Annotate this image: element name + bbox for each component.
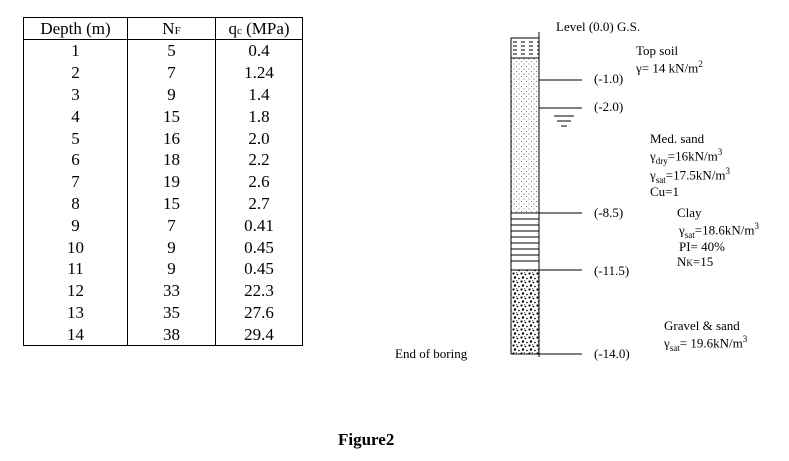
top-soil-name: Top soil — [636, 43, 679, 58]
ground-surface-label: Level (0.0) G.S. — [556, 19, 641, 34]
depth-mark-3: (-8.5) — [594, 205, 624, 220]
table-row: 3 9 1.4 — [23, 83, 303, 106]
cell-qc: 1.8 — [215, 105, 303, 128]
cell-qc: 27.6 — [215, 301, 303, 324]
cell-nf: 33 — [127, 279, 216, 302]
cell-qc: 0.4 — [215, 39, 303, 62]
cell-qc: 2.6 — [215, 170, 303, 193]
table-row: 10 9 0.45 — [23, 236, 303, 258]
cell-nf: 16 — [127, 127, 216, 149]
cell-qc: 1.24 — [215, 61, 303, 84]
cell-qc: 22.3 — [215, 279, 303, 302]
cell-qc: 0.45 — [215, 257, 303, 280]
cell-depth: 11 — [23, 257, 128, 280]
table-row: 2 7 1.24 — [23, 61, 303, 84]
cell-qc: 29.4 — [215, 323, 303, 347]
cell-qc: 0.45 — [215, 236, 303, 258]
clay-pi: PI= 40% — [679, 239, 725, 255]
table-row: 7 19 2.6 — [23, 170, 303, 193]
top-soil-label: Top soil γ= 14 kN/m2 — [636, 43, 703, 76]
med-sand-gamma-sat: γsat=17.5kN/m3 — [650, 166, 730, 186]
table-row: 9 7 0.41 — [23, 214, 303, 237]
layer-top-soil — [510, 37, 540, 59]
layer-med-sand — [510, 57, 540, 214]
top-soil-gamma: γ= 14 kN/m2 — [636, 58, 703, 76]
header-depth: Depth (m) — [23, 17, 128, 40]
table-row: 11 9 0.45 — [23, 257, 303, 280]
cell-qc: 2.7 — [215, 192, 303, 215]
table-row: 14 38 29.4 — [23, 323, 303, 347]
depth-mark-4: (-11.5) — [594, 263, 630, 278]
depth-mark-5: (-14.0) — [594, 346, 630, 361]
clay-nk: NK=15 — [677, 254, 714, 270]
gravel-sand-gamma-sat: γsat= 19.6kN/m3 — [664, 333, 748, 353]
layer-clay — [510, 212, 540, 271]
depth-mark-2: (-2.0) — [594, 99, 624, 114]
spt-cpt-table: Depth (m) NF qc (MPa) 1 5 0.4 2 7 1.24 3 9 1.4 4 1… — [23, 17, 303, 347]
cell-qc: 2.0 — [215, 127, 303, 149]
cell-nf: 18 — [127, 148, 216, 171]
med-sand-cu: Cu=1 — [650, 184, 680, 200]
table-row: 5 16 2.0 — [23, 127, 303, 149]
table-row: 13 35 27.6 — [23, 301, 303, 324]
cell-nf: 38 — [127, 323, 216, 347]
cell-depth: 14 — [23, 323, 128, 347]
clay-label: Clay γsat=18.6kN/m3 PI= 40% NK=15 — [677, 205, 759, 270]
table-header-row: Depth (m) NF qc (MPa) — [23, 17, 303, 40]
cell-depth: 10 — [23, 236, 128, 258]
table-row: 6 18 2.2 — [23, 148, 303, 171]
clay-gamma-sat: γsat=18.6kN/m3 — [679, 220, 759, 240]
table-row: 8 15 2.7 — [23, 192, 303, 215]
figure-caption: Figure2 — [338, 430, 395, 449]
clay-name: Clay — [677, 205, 702, 220]
table-row: 12 33 22.3 — [23, 279, 303, 302]
end-of-boring-label: End of boring — [395, 346, 468, 361]
gravel-sand-label: Gravel & sand γsat= 19.6kN/m3 — [664, 318, 748, 353]
table-row: 1 5 0.4 — [23, 39, 303, 62]
header-qc: qc (MPa) — [215, 17, 303, 40]
cell-nf: 15 — [127, 192, 216, 215]
water-table-icon — [554, 115, 574, 127]
cell-qc: 0.41 — [215, 214, 303, 237]
med-sand-name: Med. sand — [650, 131, 705, 146]
cell-qc: 1.4 — [215, 83, 303, 106]
layer-gravel-sand — [510, 269, 540, 355]
table-row: 4 15 1.8 — [23, 105, 303, 128]
med-sand-label: Med. sand γdry=16kN/m3 γsat=17.5kN/m3 Cu… — [650, 131, 730, 200]
gravel-sand-name: Gravel & sand — [664, 318, 740, 333]
depth-mark-1: (-1.0) — [594, 71, 624, 86]
cell-depth: 12 — [23, 279, 128, 302]
cell-qc: 2.2 — [215, 148, 303, 171]
med-sand-gamma-dry: γdry=16kN/m3 — [650, 146, 723, 166]
